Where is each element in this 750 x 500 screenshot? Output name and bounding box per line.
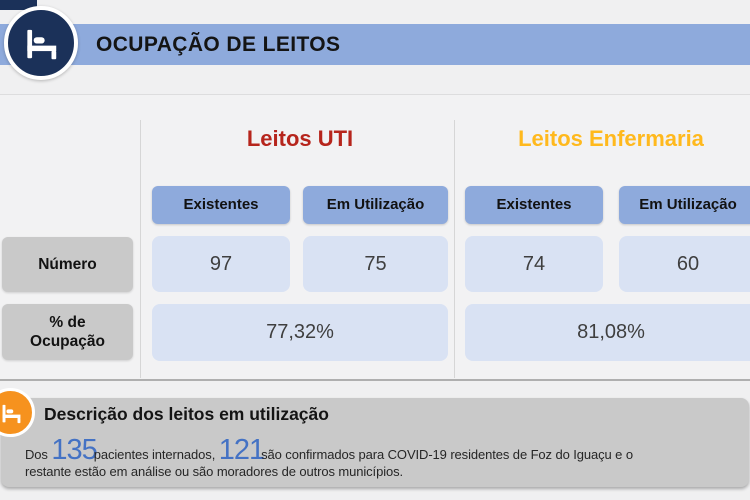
- bed-icon-glyph: [27, 29, 57, 60]
- page-title: OCUPAÇÃO DE LEITOS: [96, 33, 341, 56]
- enfermaria-section-title: Leitos Enfermaria: [518, 126, 704, 151]
- cell-uti-ocupacao: 77,32%: [152, 304, 448, 361]
- column-header-enfermaria-em-utilizacao: Em Utilização: [619, 186, 750, 224]
- cell-enfermaria-em-utilizacao: 60: [619, 236, 750, 292]
- patients-confirmed: 121: [218, 434, 265, 466]
- cell-uti-em-utilizacao: 75: [303, 236, 448, 292]
- patients-total: 135: [51, 434, 97, 466]
- description-mid: pacientes internados,: [93, 447, 219, 462]
- cell-enfermaria-existentes: 74: [465, 236, 603, 292]
- column-header-uti-existentes: Existentes: [152, 186, 290, 224]
- row-label-numero: Número: [2, 237, 133, 292]
- column-header-enfermaria-existentes: Existentes: [465, 186, 603, 224]
- divider-labels: [140, 120, 141, 378]
- description-intro: Dos: [25, 447, 48, 462]
- uti-section-title: Leitos UTI: [246, 126, 354, 151]
- description-title: Descrição dos leitos em utilização: [44, 404, 329, 424]
- description-text: Dos 135pacientes internados, 121são conf…: [25, 436, 737, 480]
- top-left-accent: [0, 0, 37, 10]
- cell-enfermaria-ocupacao: 81,08%: [465, 304, 750, 361]
- divider-groups: [454, 120, 455, 378]
- column-header-uti-em-utilizacao: Em Utilização: [303, 186, 448, 224]
- bed-icon: [4, 6, 78, 80]
- description-tail-line1: são confirmados para COVID-19 residentes…: [261, 447, 633, 462]
- description-panel: [1, 398, 749, 487]
- header-divider: [0, 94, 750, 95]
- table-bottom-divider: [0, 379, 750, 381]
- header-bar: [0, 24, 750, 65]
- row-label-ocupacao: % de Ocupação: [2, 304, 133, 360]
- bed-icon-small-glyph: [2, 404, 20, 423]
- cell-uti-existentes: 97: [152, 236, 290, 292]
- description-tail-line2: restante estão em análise ou são morador…: [25, 464, 404, 479]
